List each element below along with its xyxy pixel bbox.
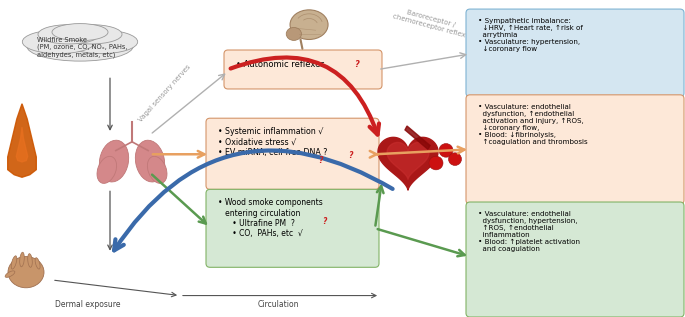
Ellipse shape xyxy=(38,25,99,44)
Text: • Sympathetic imbalance:
  ↓HRV, ↑Heart rate, ↑risk of
  arrythmia
• Vasculature: • Sympathetic imbalance: ↓HRV, ↑Heart ra… xyxy=(478,18,583,52)
Ellipse shape xyxy=(136,140,164,182)
Text: ?: ? xyxy=(318,156,323,165)
Text: ?: ? xyxy=(322,217,326,226)
Ellipse shape xyxy=(52,23,108,41)
FancyBboxPatch shape xyxy=(466,95,684,204)
Ellipse shape xyxy=(65,30,138,54)
Circle shape xyxy=(439,144,453,157)
Text: ?: ? xyxy=(354,60,359,69)
Text: • Vasculature: endothelial
  dysfunction, hypertension,
  ↑ROS, ↑endothelial
  i: • Vasculature: endothelial dysfunction, … xyxy=(478,211,580,252)
Circle shape xyxy=(429,156,443,170)
Circle shape xyxy=(449,153,462,165)
Text: Vagal sensory nerves: Vagal sensory nerves xyxy=(138,63,192,123)
Text: • Autonomic reflexes: • Autonomic reflexes xyxy=(236,60,327,69)
Ellipse shape xyxy=(11,256,17,269)
Ellipse shape xyxy=(27,31,133,61)
Ellipse shape xyxy=(27,254,32,267)
FancyBboxPatch shape xyxy=(466,202,684,317)
FancyBboxPatch shape xyxy=(206,189,379,267)
Polygon shape xyxy=(16,127,27,162)
Polygon shape xyxy=(8,104,36,177)
Text: • Wood smoke components
   entering circulation
      • Ultrafine PM  ?
      • : • Wood smoke components entering circula… xyxy=(218,198,323,238)
Polygon shape xyxy=(378,137,438,190)
Text: • Autonomic reflexes: • Autonomic reflexes xyxy=(236,60,327,69)
Text: Baroreceptor /
chemoreceptor reflex: Baroreceptor / chemoreceptor reflex xyxy=(392,6,468,38)
Text: Wildfire Smoke
(PM, ozone, CO, NOₓ, PAHs,
aldehydes, metals, etc): Wildfire Smoke (PM, ozone, CO, NOₓ, PAHs… xyxy=(37,36,127,58)
FancyBboxPatch shape xyxy=(224,50,382,89)
FancyBboxPatch shape xyxy=(206,118,379,189)
Ellipse shape xyxy=(8,256,44,288)
Polygon shape xyxy=(405,126,430,149)
Ellipse shape xyxy=(60,25,122,44)
Ellipse shape xyxy=(147,156,167,183)
Text: • Systemic inflammation √
• Oxidative stress √
• EV miRNA, cell-free DNA ?: • Systemic inflammation √ • Oxidative st… xyxy=(218,127,327,157)
Polygon shape xyxy=(387,142,429,179)
Text: Circulation: Circulation xyxy=(258,300,299,309)
Ellipse shape xyxy=(23,30,95,54)
FancyBboxPatch shape xyxy=(466,9,684,97)
Ellipse shape xyxy=(286,28,301,40)
Ellipse shape xyxy=(20,252,24,267)
Ellipse shape xyxy=(97,156,116,183)
Ellipse shape xyxy=(35,258,40,269)
Ellipse shape xyxy=(99,140,129,182)
Ellipse shape xyxy=(290,10,328,40)
Text: Dermal exposure: Dermal exposure xyxy=(55,300,121,309)
Text: • Vasculature: endothelial
  dysfunction, ↑endothelial
  activation and injury, : • Vasculature: endothelial dysfunction, … xyxy=(478,104,588,145)
Ellipse shape xyxy=(5,271,15,277)
Text: ?: ? xyxy=(348,151,353,160)
